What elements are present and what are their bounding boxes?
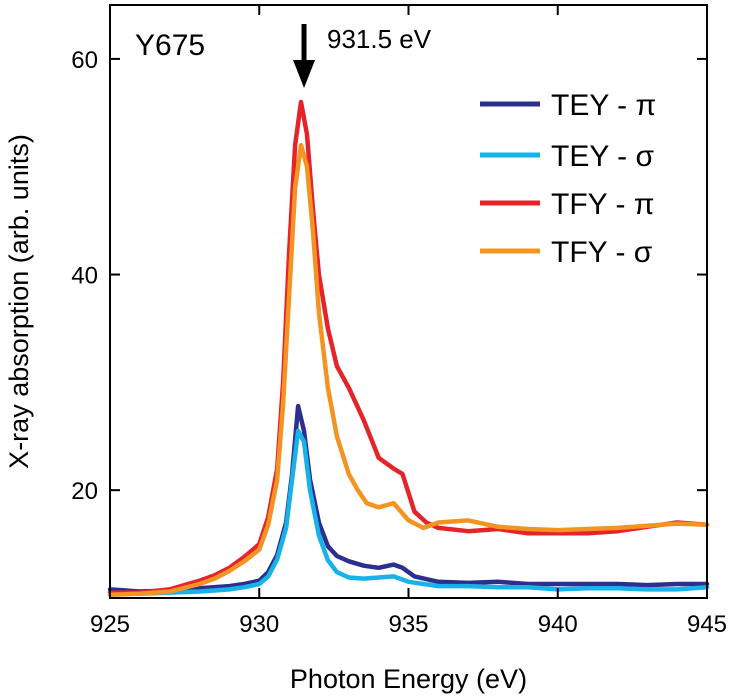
series-layer xyxy=(107,99,710,598)
series-line-0 xyxy=(107,403,710,594)
ticks-layer: 925 930 935 940 945 20 40 60 xyxy=(71,5,727,638)
legend: TEY - π TEY - σ TFY - π TFY - σ xyxy=(480,89,656,269)
legend-label-3: TFY - σ xyxy=(551,236,653,269)
series-line-2 xyxy=(107,99,710,595)
annotation-arrow-head xyxy=(293,60,316,88)
peak-annotation: 931.5 eV xyxy=(293,24,432,88)
y-tick-label-0: 20 xyxy=(71,478,98,505)
series-line-1 xyxy=(107,428,710,596)
x-axis-title: Photon Energy (eV) xyxy=(290,664,527,694)
x-tick-label-1: 930 xyxy=(239,611,279,638)
legend-label-1: TEY - σ xyxy=(551,140,654,173)
sample-label: Y675 xyxy=(135,29,205,62)
series-line-3 xyxy=(107,142,710,598)
x-tick-label-0: 925 xyxy=(90,611,130,638)
legend-label-0: TEY - π xyxy=(551,89,656,122)
x-tick-label-3: 940 xyxy=(538,611,578,638)
x-tick-label-2: 935 xyxy=(388,611,428,638)
x-tick-label-4: 945 xyxy=(687,611,727,638)
y-tick-label-1: 40 xyxy=(71,263,98,290)
y-tick-label-2: 60 xyxy=(71,47,98,74)
y-axis-title: X-ray absorption (arb. units) xyxy=(4,134,34,469)
legend-label-2: TFY - π xyxy=(551,188,654,221)
peak-annotation-text: 931.5 eV xyxy=(327,24,432,54)
